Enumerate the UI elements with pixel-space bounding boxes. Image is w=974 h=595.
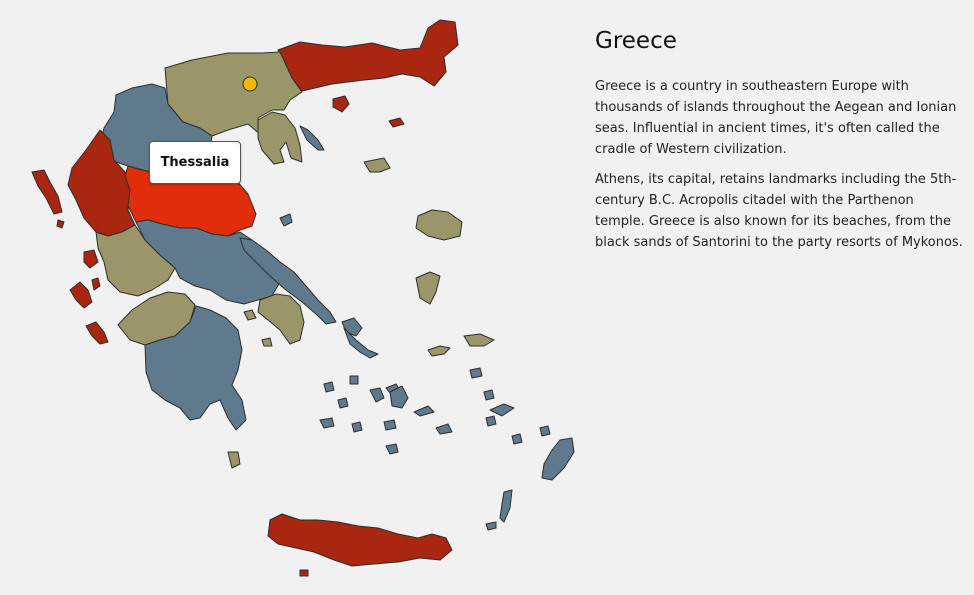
island-leros[interactable] bbox=[483, 389, 495, 401]
island-milos[interactable] bbox=[319, 417, 335, 429]
country-description-1: Greece is a country in southeastern Euro… bbox=[595, 79, 957, 157]
island-kalymnos[interactable] bbox=[485, 415, 497, 427]
island-samos[interactable] bbox=[463, 333, 495, 347]
country-description-2: Athens, its capital, retains landmarks i… bbox=[595, 172, 963, 250]
island-kefalonia[interactable] bbox=[69, 281, 93, 309]
island-skyros[interactable] bbox=[341, 317, 363, 337]
island-chios[interactable] bbox=[415, 271, 441, 305]
island-samothraki[interactable] bbox=[388, 117, 405, 128]
island-sifnos[interactable] bbox=[351, 421, 363, 433]
island-ios[interactable] bbox=[383, 419, 397, 431]
island-lesvos[interactable] bbox=[415, 209, 463, 241]
island-kythira[interactable] bbox=[227, 451, 241, 469]
island-evia[interactable] bbox=[239, 237, 337, 325]
country-info-panel: Greece Greece is a country in southeaste… bbox=[595, 28, 963, 262]
island-amorgos[interactable] bbox=[413, 405, 435, 417]
island-astypalaia[interactable] bbox=[435, 423, 453, 435]
region-peloponnese[interactable] bbox=[144, 305, 247, 431]
island-paros[interactable] bbox=[369, 387, 385, 403]
island-nisyros[interactable] bbox=[511, 433, 523, 445]
greece-map: Thessalia bbox=[31, 19, 575, 577]
island-kos[interactable] bbox=[489, 403, 515, 417]
island-karpathos[interactable] bbox=[499, 489, 513, 523]
capital-marker[interactable] bbox=[242, 76, 258, 92]
country-title: Greece bbox=[595, 28, 677, 54]
map-svg bbox=[31, 19, 575, 577]
island-syros[interactable] bbox=[349, 375, 359, 385]
region-chalkidiki[interactable] bbox=[257, 111, 303, 165]
island-lefkada[interactable] bbox=[83, 249, 99, 269]
island-zakynthos[interactable] bbox=[85, 321, 109, 345]
island-kythnos[interactable] bbox=[323, 381, 335, 393]
island-paxoi[interactable] bbox=[56, 219, 65, 229]
island-skopelos[interactable] bbox=[279, 213, 293, 227]
island-santorini[interactable] bbox=[385, 443, 399, 455]
region-tooltip: Thessalia bbox=[149, 141, 241, 184]
island-crete[interactable] bbox=[267, 513, 453, 567]
region-western-peloponnese[interactable] bbox=[117, 291, 196, 346]
region-east-macedonia-thrace[interactable] bbox=[277, 19, 459, 92]
island-kasos[interactable] bbox=[485, 521, 497, 531]
island-ikaria[interactable] bbox=[427, 345, 451, 357]
island-aegina[interactable] bbox=[261, 337, 273, 347]
island-patmos[interactable] bbox=[469, 367, 483, 379]
island-thassos[interactable] bbox=[332, 95, 350, 113]
island-corfu[interactable] bbox=[31, 169, 63, 215]
island-ithaca[interactable] bbox=[91, 277, 101, 291]
island-andros[interactable] bbox=[343, 327, 379, 359]
region-attica[interactable] bbox=[257, 293, 305, 345]
island-lemnos[interactable] bbox=[363, 157, 391, 173]
island-naxos[interactable] bbox=[389, 385, 409, 409]
region-western-greece[interactable] bbox=[95, 224, 176, 297]
island-tilos[interactable] bbox=[539, 425, 551, 437]
island-gavdos[interactable] bbox=[299, 569, 309, 577]
island-salamina[interactable] bbox=[243, 309, 257, 321]
island-rhodes[interactable] bbox=[541, 437, 575, 481]
island-serifos[interactable] bbox=[337, 397, 349, 409]
peninsula-athos[interactable] bbox=[299, 125, 325, 151]
